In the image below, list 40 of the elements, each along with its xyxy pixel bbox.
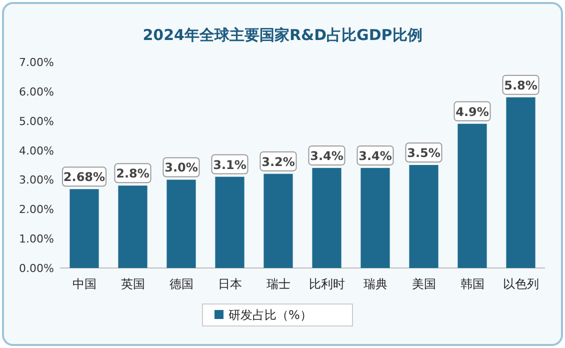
bar <box>70 189 99 268</box>
chart-title: 2024年全球主要国家R&D占比GDP比例 <box>142 26 422 44</box>
data-label: 4.9% <box>456 104 489 119</box>
bar <box>458 124 487 268</box>
data-label: 2.8% <box>116 166 150 181</box>
data-label: 3.0% <box>164 160 198 175</box>
bar <box>118 186 148 268</box>
data-label: 3.5% <box>407 146 440 160</box>
data-label: 3.4% <box>358 148 392 163</box>
data-label: 3.1% <box>213 158 246 172</box>
x-tick-label: 英国 <box>120 277 145 291</box>
x-tick-label: 德国 <box>169 277 194 291</box>
x-tick-label: 瑞士 <box>266 277 290 291</box>
y-tick-label: 1.00% <box>19 232 54 246</box>
y-tick-label: 0.00% <box>19 262 54 275</box>
y-tick-label: 6.00% <box>19 85 54 98</box>
data-label: 3.4% <box>310 148 344 163</box>
x-tick-label: 比利时 <box>308 277 345 291</box>
y-tick-label: 3.00% <box>19 174 54 187</box>
bar <box>409 165 438 268</box>
bar <box>506 97 536 268</box>
x-tick-label: 美国 <box>412 277 436 291</box>
bar <box>215 176 244 268</box>
bar <box>166 180 196 268</box>
x-tick-label: 中国 <box>72 277 96 291</box>
legend-label: 研发占比（%） <box>228 308 312 322</box>
data-label: 5.8% <box>504 78 538 92</box>
data-label: 3.2% <box>262 154 295 169</box>
bar <box>312 168 342 268</box>
y-tick-label: 2.00% <box>19 203 54 216</box>
x-tick-label: 韩国 <box>460 277 484 291</box>
y-tick-label: 5.00% <box>19 114 54 128</box>
y-tick-label: 7.00% <box>19 56 54 69</box>
y-tick-label: 4.00% <box>19 144 54 158</box>
x-tick-label: 以色列 <box>502 277 539 291</box>
x-tick-label: 瑞典 <box>363 277 388 291</box>
bar <box>360 168 390 268</box>
bar <box>264 174 293 268</box>
data-label: 2.68% <box>63 170 106 184</box>
x-tick-label: 日本 <box>218 277 242 291</box>
